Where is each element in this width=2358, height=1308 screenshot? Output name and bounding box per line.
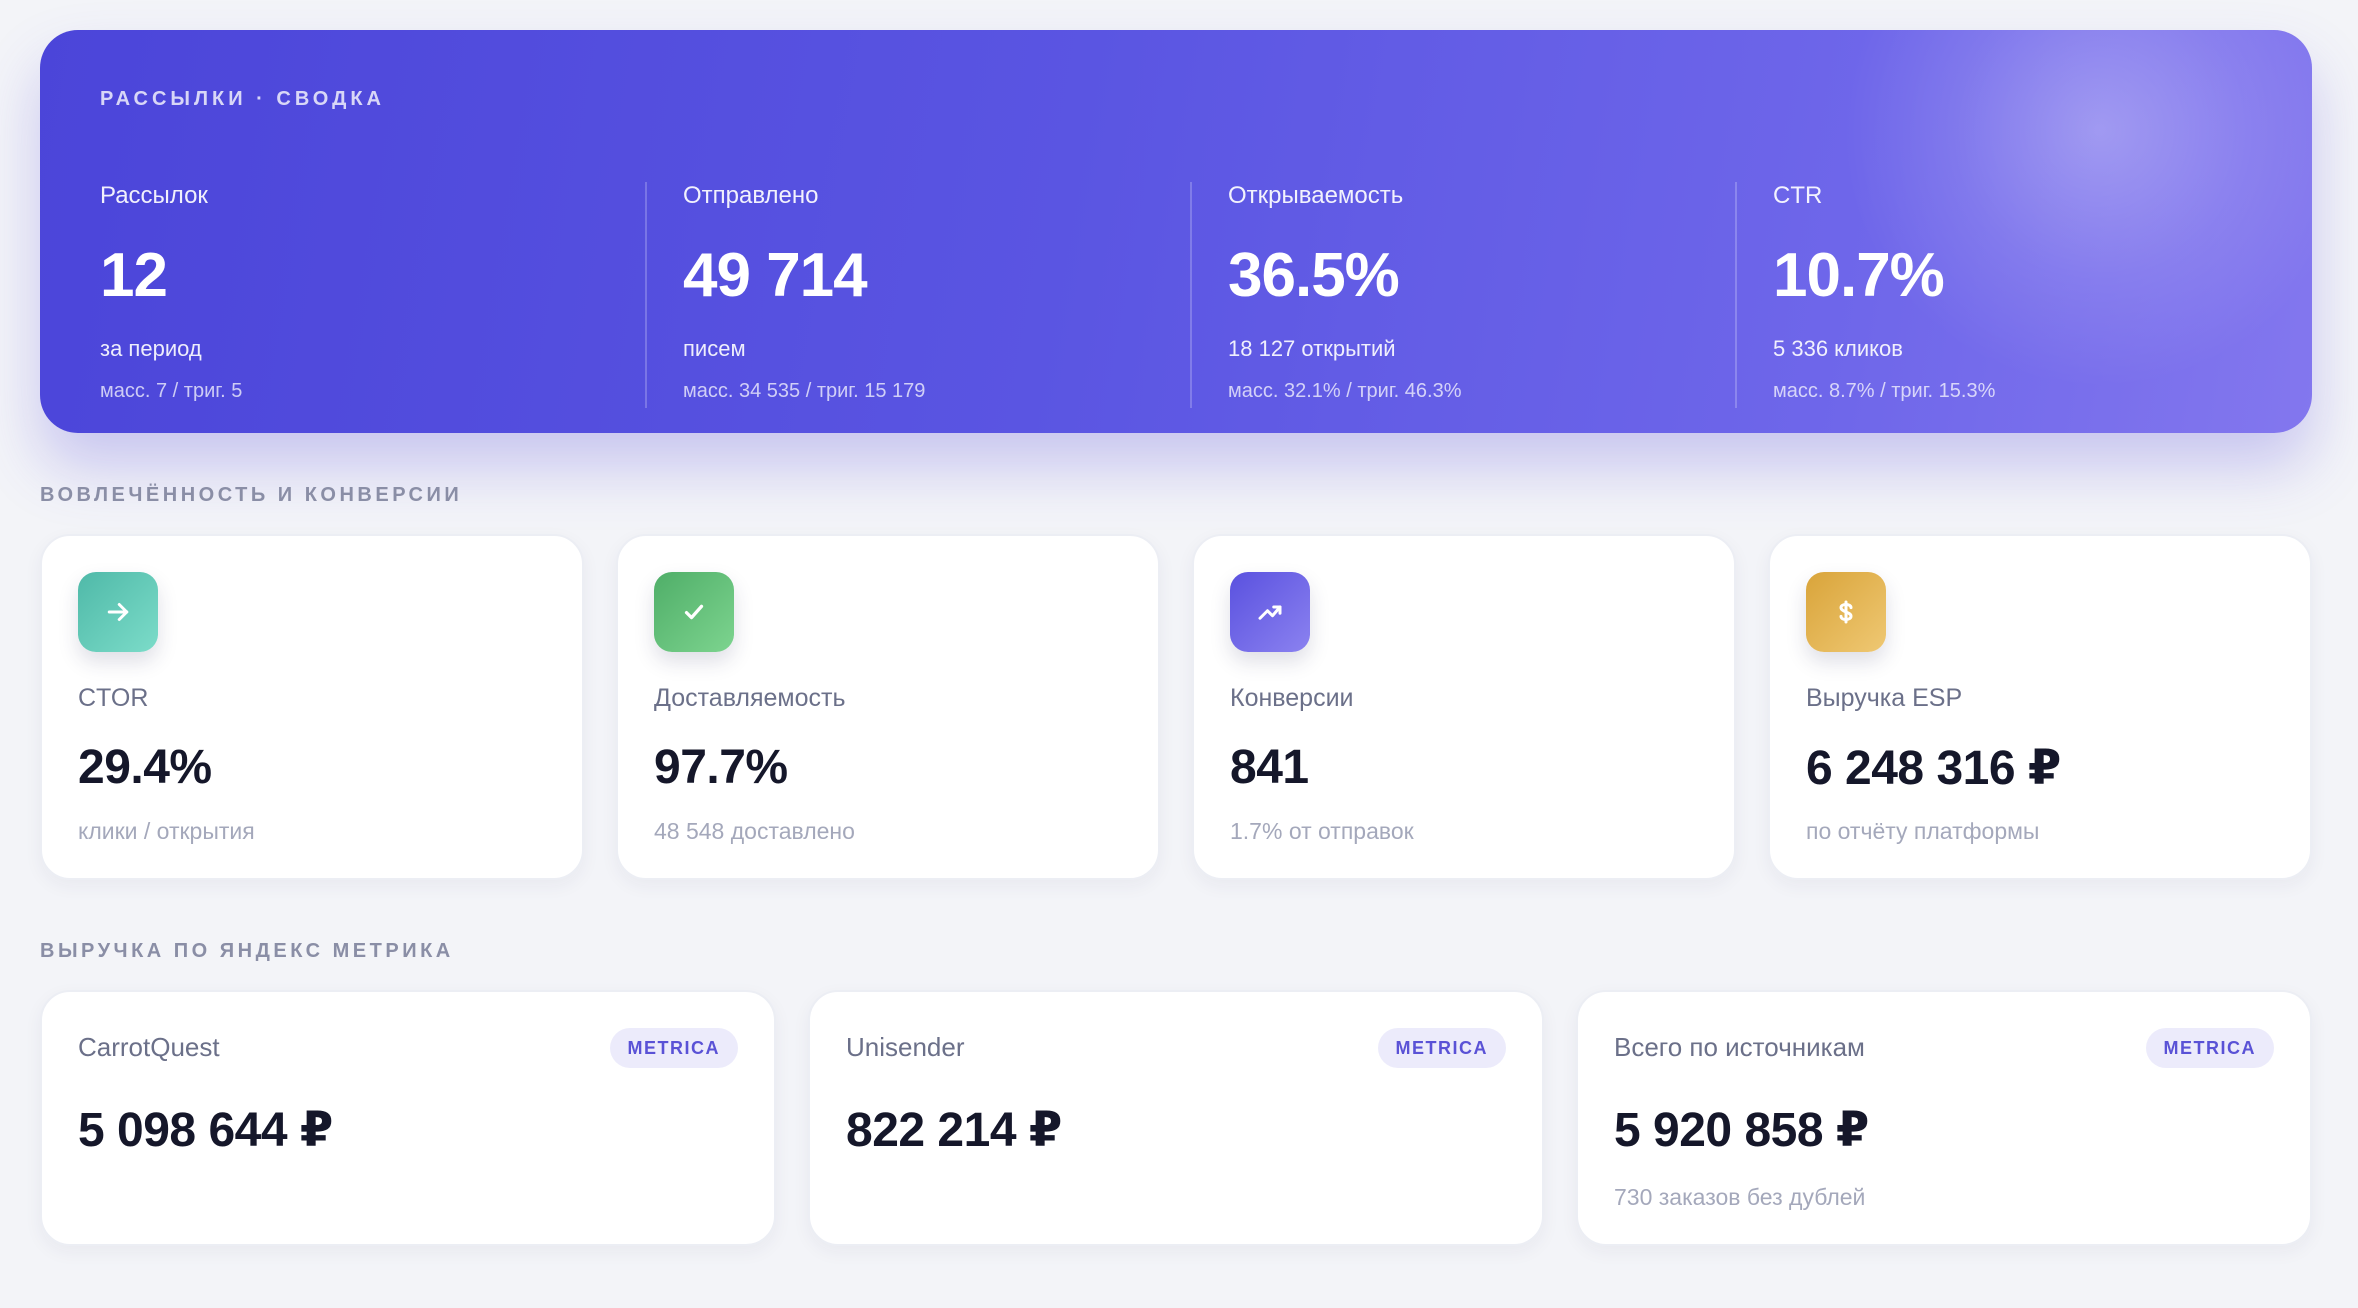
kpi-value: 841 [1230,741,1309,794]
kpi-label: CTOR [78,684,149,712]
stat-breakdown: масс. 8.7% / триг. 15.3% [1773,380,1996,402]
kpi-sub: 1.7% от отправок [1230,818,1414,844]
stat-sub: писем [683,336,746,361]
stat-breakdown: масс. 32.1% / триг. 46.3% [1228,380,1462,402]
dollar-icon [1806,572,1886,652]
stat-breakdown: масс. 34 535 / триг. 15 179 [683,380,926,402]
stat-value: 12 [100,241,168,310]
summary-hero: РАССЫЛКИ · СВОДКА Рассылок 12 за период … [40,30,2312,433]
metrica-source-label: CarrotQuest [78,1032,220,1062]
kpi-card-deliverability: Доставляемость 97.7% 48 548 доставлено [616,534,1160,880]
arrow-right-icon [78,572,158,652]
trending-up-icon [1230,572,1310,652]
hero-eyebrow: РАССЫЛКИ · СВОДКА [100,88,385,110]
stat-value: 49 714 [683,241,868,310]
stat-sub: 5 336 кликов [1773,336,1903,361]
kpi-card-ctor: CTOR 29.4% клики / открытия [40,534,584,880]
kpi-value: 29.4% [78,741,212,794]
stat-label: Открываемость [1228,182,1404,209]
stat-value: 36.5% [1228,241,1400,310]
metrica-value: 5 098 644 ₽ [78,1104,333,1157]
kpi-label: Доставляемость [654,684,846,712]
kpi-sub: 48 548 доставлено [654,818,855,844]
stat-value: 10.7% [1773,241,1945,310]
kpi-label: Выручка ESP [1806,684,1963,712]
kpi-value: 97.7% [654,741,788,794]
metrica-source-label: Всего по источникам [1614,1032,1865,1062]
stat-sub: за период [100,336,202,361]
metrica-badge: METRICA [609,1028,738,1068]
stat-sub: 18 127 открытий [1228,336,1396,361]
kpi-sub: по отчёту платформы [1806,818,2040,844]
metrica-card-unisender: Unisender METRICA 822 214 ₽ [808,990,1544,1246]
kpi-sub: клики / открытия [78,818,255,844]
stat-breakdown: масс. 7 / триг. 5 [100,380,243,402]
stat-label: Отправлено [683,182,819,209]
metrica-value: 822 214 ₽ [846,1104,1062,1157]
kpi-card-esp-revenue: Выручка ESP 6 248 316 ₽ по отчёту платфо… [1768,534,2312,880]
metrica-badge: METRICA [2145,1028,2274,1068]
metrica-badge: METRICA [1377,1028,1506,1068]
check-icon [654,572,734,652]
kpi-label: Конверсии [1230,684,1354,712]
section-title-engagement: ВОВЛЕЧЁННОСТЬ И КОНВЕРСИИ [40,484,463,506]
metrica-card-carrotquest: CarrotQuest METRICA 5 098 644 ₽ [40,990,776,1246]
metrica-card-total: Всего по источникам METRICA 5 920 858 ₽ … [1576,990,2312,1246]
stat-label: Рассылок [100,182,208,209]
stat-label: CTR [1773,182,1823,209]
metrica-source-label: Unisender [846,1032,965,1062]
metrica-value: 5 920 858 ₽ [1614,1104,1869,1157]
kpi-value: 6 248 316 ₽ [1806,742,2061,795]
kpi-card-conversions: Конверсии 841 1.7% от отправок [1192,534,1736,880]
section-title-metrica: ВЫРУЧКА ПО ЯНДЕКС МЕТРИКА [40,940,454,962]
metrica-sub: 730 заказов без дублей [1614,1184,1866,1210]
